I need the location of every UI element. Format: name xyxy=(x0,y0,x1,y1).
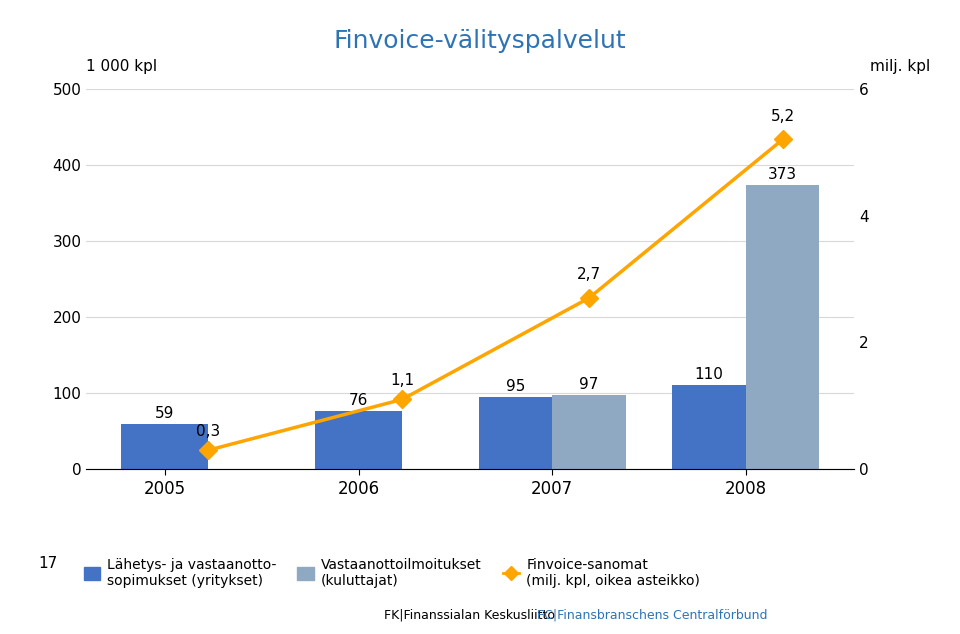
Text: 373: 373 xyxy=(768,167,797,183)
Bar xyxy=(746,185,820,469)
Text: 1,1: 1,1 xyxy=(390,373,414,388)
Text: FC|Finansbranschens Centralförbund: FC|Finansbranschens Centralförbund xyxy=(538,608,768,621)
Legend: Lähetys- ja vastaanotto-
sopimukset (yritykset), Vastaanottoilmoitukset
(kulutta: Lähetys- ja vastaanotto- sopimukset (yri… xyxy=(78,552,706,593)
Text: 2,7: 2,7 xyxy=(577,267,601,282)
Text: 97: 97 xyxy=(579,377,599,392)
Text: 17: 17 xyxy=(38,555,58,571)
Text: 59: 59 xyxy=(156,406,175,421)
Bar xyxy=(479,397,552,469)
Text: 76: 76 xyxy=(348,393,369,408)
Text: 0,3: 0,3 xyxy=(197,424,221,439)
Text: FK|Finanssialan Keskusliitto: FK|Finanssialan Keskusliitto xyxy=(384,608,559,621)
Text: 1 000 kpl: 1 000 kpl xyxy=(86,58,157,74)
Text: 95: 95 xyxy=(506,379,525,394)
Text: milj. kpl: milj. kpl xyxy=(870,58,930,74)
Bar xyxy=(121,424,208,469)
Bar xyxy=(552,396,626,469)
Bar xyxy=(315,411,402,469)
Text: Finvoice-välityspalvelut: Finvoice-välityspalvelut xyxy=(334,29,626,53)
Bar xyxy=(672,385,746,469)
Text: 5,2: 5,2 xyxy=(771,108,795,124)
Text: 110: 110 xyxy=(695,368,724,382)
